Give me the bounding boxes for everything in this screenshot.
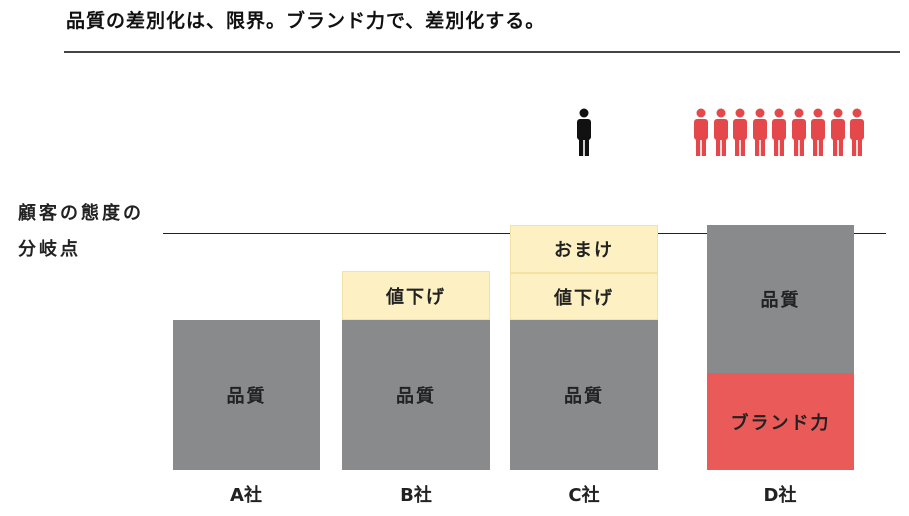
- company-c-discount-block: 値下げ: [510, 273, 658, 320]
- company-a-label: A社: [230, 485, 262, 506]
- company-a-quality-block: 品質: [173, 320, 320, 470]
- person-icon: [751, 108, 769, 162]
- threshold-label-line1: 顧客の態度の: [18, 203, 144, 224]
- person-icon: [809, 108, 827, 162]
- company-d-brand-label: ブランド力: [730, 412, 831, 434]
- company-d-quality-block: 品質: [707, 225, 854, 373]
- company-c-quality-label: 品質: [564, 386, 604, 407]
- threshold-label-line2: 分岐点: [18, 239, 81, 260]
- title-divider: [64, 51, 900, 53]
- company-d-label: D社: [763, 485, 797, 506]
- company-b-discount-label: 値下げ: [386, 286, 446, 308]
- page-title: 品質の差別化は、限界。ブランド力で、差別化する。: [66, 10, 546, 32]
- company-b-label: B社: [400, 485, 432, 506]
- company-c-quality-block: 品質: [510, 320, 658, 470]
- threshold-label: 顧客の態度の 分岐点: [18, 196, 168, 268]
- company-c-bonus-block: おまけ: [510, 225, 658, 273]
- company-d-quality-label: 品質: [760, 290, 801, 311]
- company-c-label: C社: [568, 485, 600, 506]
- company-d-brand-block: ブランド力: [707, 373, 854, 470]
- company-c-discount-label: 値下げ: [554, 287, 614, 309]
- person-icon: [790, 108, 808, 162]
- person-icon: [712, 108, 730, 162]
- company-c-bonus-label: おまけ: [554, 240, 614, 261]
- person-icon: [848, 108, 866, 162]
- person-icon: [575, 108, 593, 162]
- person-icon: [692, 108, 710, 162]
- person-icon: [731, 108, 749, 162]
- company-b-quality-label: 品質: [396, 386, 436, 407]
- person-icon: [829, 108, 847, 162]
- person-icon: [770, 108, 788, 162]
- company-b-quality-block: 品質: [342, 320, 490, 470]
- company-a-quality-label: 品質: [226, 386, 267, 407]
- company-b-discount-block: 値下げ: [342, 271, 490, 320]
